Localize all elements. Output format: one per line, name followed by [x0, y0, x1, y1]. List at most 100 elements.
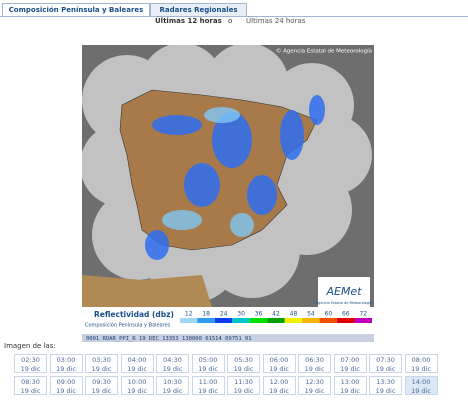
- time: 10:30: [163, 378, 182, 386]
- time: 03:00: [56, 356, 76, 364]
- scale-swatch: [249, 318, 268, 323]
- range-24h[interactable]: Últimas 24 horas: [246, 17, 306, 25]
- time-button[interactable]: 09:00 19 dic: [49, 376, 83, 395]
- scale-swatch: [302, 318, 320, 323]
- time: 07:30: [376, 356, 395, 364]
- time: 06:00: [269, 356, 289, 364]
- date: 19 dic: [340, 387, 360, 395]
- time: 03:30: [92, 356, 111, 364]
- time-button[interactable]: 02:30 19 dic: [14, 354, 47, 373]
- date: 19 dic: [56, 365, 76, 373]
- time-button[interactable]: 08:30 19 dic: [14, 376, 47, 395]
- time: 08:00: [411, 356, 431, 364]
- scale-swatch: [197, 318, 215, 323]
- range-12h[interactable]: Últimas 12 horas: [155, 17, 222, 25]
- date: 19 dic: [198, 387, 218, 395]
- time-button[interactable]: 04:30 19 dic: [156, 354, 189, 373]
- date: 19 dic: [375, 365, 396, 373]
- legend-title: Reflectividad (dbz): [94, 310, 174, 319]
- date: 19 dic: [269, 365, 289, 373]
- copyright: © Agencia Estatal de Meteorología: [276, 48, 372, 55]
- date: 19 dic: [269, 387, 289, 395]
- legend-subtitle: Composición Península y Baleares: [85, 322, 171, 329]
- time-button[interactable]: 10:30 19 dic: [156, 376, 189, 395]
- time-button[interactable]: 03:00 19 dic: [49, 354, 83, 373]
- time: 10:00: [127, 378, 147, 386]
- scale-label: 72: [359, 311, 367, 318]
- date: 19 dic: [162, 365, 183, 373]
- scale-label: 42: [272, 311, 280, 318]
- logo-subtitle: Agencia Estatal de Meteorología: [316, 301, 373, 305]
- scale-label: 48: [290, 311, 298, 318]
- time-button[interactable]: 11:00 19 dic: [191, 376, 225, 395]
- scale-label: 12: [185, 311, 193, 318]
- date: 19 dic: [56, 387, 76, 395]
- time: 09:30: [92, 378, 111, 386]
- date: 19 dic: [20, 387, 41, 395]
- time-button[interactable]: 07:30 19 dic: [369, 354, 402, 373]
- time: 12:00: [269, 378, 289, 386]
- time-button[interactable]: 03:30 19 dic: [85, 354, 118, 373]
- time: 14:00: [411, 378, 431, 386]
- time-button[interactable]: 13:30 19 dic: [369, 376, 402, 395]
- time: 11:00: [198, 378, 218, 386]
- date: 19 dic: [233, 387, 254, 395]
- date: 19 dic: [304, 387, 325, 395]
- tab[interactable]: Radares Regionales: [150, 3, 247, 16]
- time-button[interactable]: 04:00 19 dic: [120, 354, 154, 373]
- time-button[interactable]: 06:30 19 dic: [298, 354, 331, 373]
- tab-rule: [0, 16, 468, 17]
- time: 04:30: [163, 356, 182, 364]
- time: 05:00: [198, 356, 218, 364]
- logo: AEMet: [325, 285, 362, 298]
- logo-box: [318, 277, 370, 307]
- time-button[interactable]: 12:00 19 dic: [262, 376, 296, 395]
- scale-label: 54: [307, 311, 315, 318]
- scale-swatch: [337, 318, 355, 323]
- range-separator: o: [228, 17, 233, 25]
- tab[interactable]: Composición Península y Baleares: [2, 3, 150, 16]
- africa: [82, 275, 212, 307]
- time-button[interactable]: 13:00 19 dic: [333, 376, 367, 395]
- radar-map: AEMet Agencia Estatal de Meteorología © …: [82, 45, 374, 342]
- scale-label: 60: [325, 311, 333, 318]
- time: 13:30: [376, 378, 395, 386]
- times-label: Imagen de las:: [4, 342, 56, 350]
- date: 19 dic: [91, 387, 112, 395]
- date: 19 dic: [304, 365, 325, 373]
- scale-label: 36: [255, 311, 263, 318]
- time: 13:00: [340, 378, 360, 386]
- echoes-light: [162, 107, 254, 237]
- time-button[interactable]: 10:00 19 dic: [120, 376, 154, 395]
- time: 04:00: [127, 356, 147, 364]
- scale-swatch: [284, 318, 303, 323]
- date: 19 dic: [411, 387, 431, 395]
- time: 02:30: [21, 356, 40, 364]
- time-button[interactable]: 06:00 19 dic: [262, 354, 296, 373]
- time-button[interactable]: 12:30 19 dic: [298, 376, 331, 395]
- time-button[interactable]: 09:30 19 dic: [85, 376, 118, 395]
- time-button[interactable]: 05:00 19 dic: [191, 354, 225, 373]
- time-button[interactable]: 08:00 19 dic: [404, 354, 438, 373]
- date: 19 dic: [198, 365, 218, 373]
- date: 19 dic: [375, 387, 396, 395]
- status-bar: [82, 334, 374, 342]
- scale-swatch: [319, 318, 338, 323]
- date: 19 dic: [127, 365, 147, 373]
- date: 19 dic: [340, 365, 360, 373]
- time-button[interactable]: 11:30 19 dic: [227, 376, 260, 395]
- time-button[interactable]: 05:30 19 dic: [227, 354, 260, 373]
- date: 19 dic: [91, 365, 112, 373]
- status: 0001 RDAR_PPI_R 19 DEC 13353 130000 0151…: [86, 336, 252, 342]
- time-button[interactable]: 07:00 19 dic: [333, 354, 367, 373]
- scale-swatch: [354, 318, 372, 323]
- scale-swatch: [214, 318, 233, 323]
- scale-label: 18: [202, 311, 210, 318]
- time-button[interactable]: 14:00 19 dic: [404, 376, 438, 395]
- color-scale: 12 18 24 30 36 42 48 54 60 66 72: [180, 311, 372, 323]
- scale-label: 24: [220, 311, 228, 318]
- time: 11:30: [234, 378, 253, 386]
- date: 19 dic: [411, 365, 431, 373]
- date: 19 dic: [162, 387, 183, 395]
